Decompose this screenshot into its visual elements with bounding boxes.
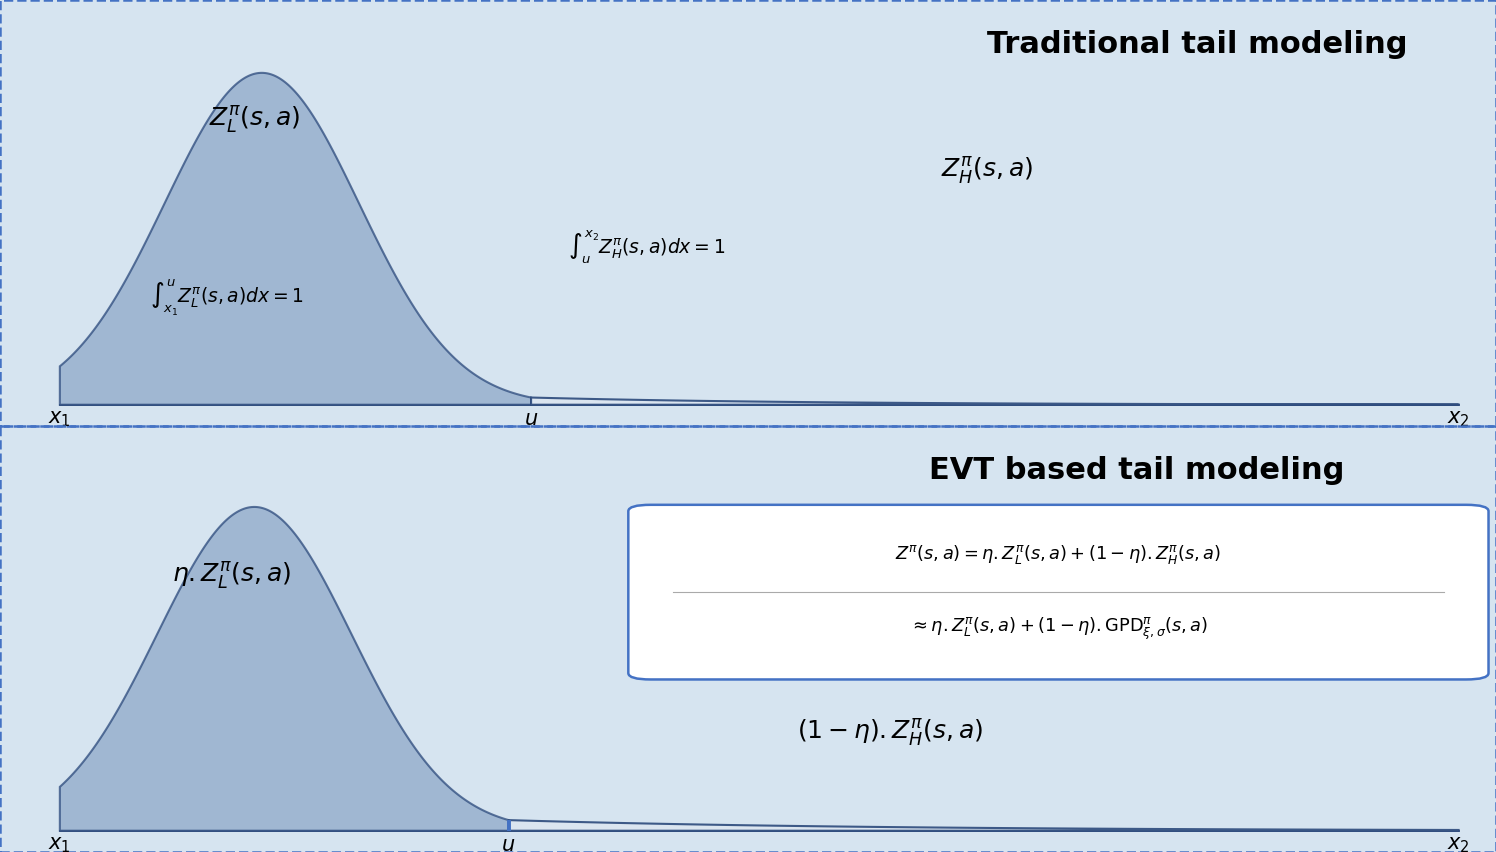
Text: $x_1$: $x_1$ xyxy=(48,409,72,429)
Text: $Z_H^{\pi}(s,a)$: $Z_H^{\pi}(s,a)$ xyxy=(941,155,1034,186)
Text: $Z_L^{\pi}(s,a)$: $Z_L^{\pi}(s,a)$ xyxy=(209,104,299,135)
Polygon shape xyxy=(531,398,1459,405)
Text: $x_2$: $x_2$ xyxy=(1447,835,1471,852)
Text: $\approx \eta.Z_L^{\pi}(s,a) + (1-\eta).\mathrm{GPD}^{\pi}_{\xi,\sigma}(s,a)$: $\approx \eta.Z_L^{\pi}(s,a) + (1-\eta).… xyxy=(908,616,1209,642)
Text: $Z^{\pi}(s,a) = \eta.Z_L^{\pi}(s,a) + (1-\eta).Z_H^{\pi}(s,a)$: $Z^{\pi}(s,a) = \eta.Z_L^{\pi}(s,a) + (1… xyxy=(896,544,1221,567)
Text: $\int_{x_1}^{u} Z_L^{\pi}(s,a)dx = 1$: $\int_{x_1}^{u} Z_L^{\pi}(s,a)dx = 1$ xyxy=(150,279,304,318)
Text: $(1-\eta).Z_H^{\pi}(s,a)$: $(1-\eta).Z_H^{\pi}(s,a)$ xyxy=(797,717,983,748)
Text: $u$: $u$ xyxy=(501,835,516,852)
Text: $x_1$: $x_1$ xyxy=(48,835,72,852)
Text: $\eta.Z_L^{\pi}(s,a)$: $\eta.Z_L^{\pi}(s,a)$ xyxy=(172,560,292,590)
Text: $\int_{u}^{x_2} Z_H^{\pi}(s,a)dx = 1$: $\int_{u}^{x_2} Z_H^{\pi}(s,a)dx = 1$ xyxy=(568,228,726,266)
FancyBboxPatch shape xyxy=(628,504,1489,680)
Text: Traditional tail modeling: Traditional tail modeling xyxy=(986,30,1408,59)
Text: EVT based tail modeling: EVT based tail modeling xyxy=(929,456,1345,485)
Text: $x_2$: $x_2$ xyxy=(1447,409,1471,429)
Polygon shape xyxy=(60,73,531,405)
Polygon shape xyxy=(509,820,1459,831)
Text: $u$: $u$ xyxy=(524,409,539,429)
Polygon shape xyxy=(60,507,509,831)
